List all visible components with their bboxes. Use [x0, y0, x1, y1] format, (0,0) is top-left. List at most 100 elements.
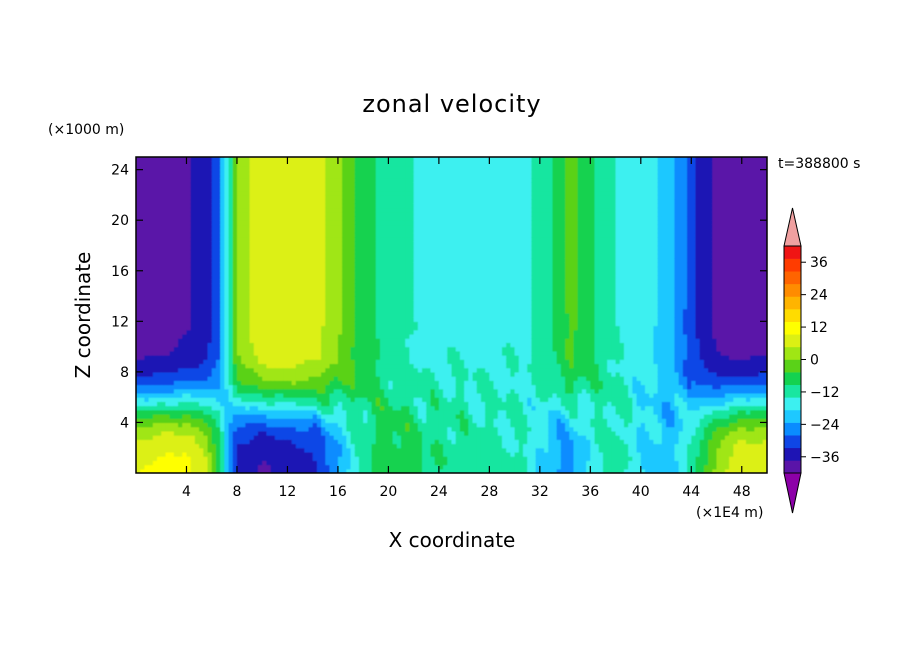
- heatmap-cell: [169, 392, 175, 398]
- heatmap-cell: [249, 418, 255, 424]
- heatmap-cell: [300, 405, 305, 411]
- heatmap-cell: [287, 312, 293, 318]
- heatmap-cell: [257, 224, 263, 230]
- heatmap-cell: [152, 430, 158, 436]
- heatmap-cell: [199, 342, 204, 348]
- heatmap-cell: [346, 203, 352, 209]
- heatmap-cell: [169, 435, 175, 440]
- heatmap-cell: [346, 439, 352, 445]
- heatmap-cell: [312, 194, 318, 200]
- heatmap-cell: [211, 451, 217, 457]
- heatmap-cell: [312, 426, 318, 432]
- heatmap-cell: [245, 224, 251, 230]
- heatmap-cell: [363, 173, 368, 179]
- heatmap-cell: [165, 270, 171, 276]
- heatmap-cell: [194, 220, 200, 226]
- heatmap-cell: [321, 186, 326, 192]
- heatmap-cell: [245, 258, 251, 263]
- heatmap-cell: [401, 435, 406, 440]
- heatmap-cell: [291, 426, 297, 432]
- heatmap-cell: [249, 228, 255, 234]
- heatmap-cell: [304, 426, 310, 432]
- heatmap-cell: [140, 439, 146, 445]
- heatmap-cell: [228, 300, 234, 306]
- heatmap-cell: [363, 194, 368, 200]
- heatmap-cell: [257, 401, 263, 407]
- heatmap-cell: [308, 157, 314, 162]
- heatmap-cell: [257, 392, 263, 398]
- heatmap-cell: [346, 388, 352, 394]
- heatmap-cell: [321, 300, 326, 306]
- heatmap-cell: [384, 329, 389, 335]
- heatmap-cell: [173, 405, 179, 411]
- heatmap-cell: [257, 274, 263, 280]
- heatmap-cell: [405, 435, 411, 440]
- heatmap-cell: [279, 194, 284, 200]
- heatmap-cell: [274, 447, 280, 453]
- heatmap-cell: [405, 384, 411, 390]
- heatmap-cell: [253, 165, 259, 171]
- heatmap-cell: [186, 169, 192, 175]
- heatmap-cell: [182, 355, 188, 360]
- heatmap-cell: [224, 194, 230, 200]
- heatmap-cell: [152, 287, 158, 293]
- heatmap-cell: [144, 186, 150, 192]
- heatmap-cell: [249, 186, 255, 192]
- heatmap-cell: [379, 157, 385, 162]
- heatmap-cell: [295, 237, 301, 242]
- heatmap-cell: [262, 203, 268, 209]
- heatmap-cell: [144, 182, 150, 188]
- heatmap-cell: [405, 161, 411, 167]
- heatmap-cell: [186, 300, 192, 306]
- heatmap-cell: [346, 414, 352, 419]
- heatmap-cell: [152, 215, 158, 221]
- heatmap-cell: [329, 228, 335, 234]
- heatmap-cell: [283, 414, 289, 419]
- heatmap-cell: [337, 401, 343, 407]
- heatmap-cell: [245, 371, 251, 377]
- heatmap-cell: [325, 460, 331, 466]
- heatmap-cell: [279, 363, 284, 369]
- heatmap-cell: [367, 329, 373, 335]
- heatmap-cell: [367, 367, 373, 373]
- heatmap-cell: [401, 325, 406, 331]
- heatmap-cell: [136, 456, 141, 461]
- heatmap-cell: [165, 409, 171, 415]
- heatmap-cell: [173, 456, 179, 461]
- heatmap-cell: [384, 262, 389, 268]
- heatmap-cell: [312, 460, 318, 466]
- heatmap-cell: [165, 241, 171, 247]
- heatmap-cell: [342, 439, 347, 445]
- heatmap-cell: [257, 342, 263, 348]
- heatmap-cell: [144, 363, 150, 369]
- heatmap-cell: [161, 157, 167, 162]
- heatmap-cell: [257, 321, 263, 327]
- heatmap-cell: [169, 439, 175, 445]
- heatmap-cell: [287, 380, 293, 386]
- heatmap-cell: [371, 329, 377, 335]
- heatmap-cell: [350, 287, 356, 293]
- heatmap-cell: [241, 241, 246, 247]
- heatmap-cell: [232, 312, 238, 318]
- heatmap-cell: [358, 443, 364, 449]
- heatmap-cell: [279, 422, 284, 428]
- heatmap-cell: [384, 291, 389, 297]
- heatmap-cell: [215, 253, 221, 259]
- heatmap-cell: [186, 392, 192, 398]
- heatmap-cell: [266, 199, 272, 204]
- heatmap-cell: [287, 304, 293, 310]
- heatmap-cell: [224, 451, 230, 457]
- heatmap-cell: [161, 388, 167, 394]
- heatmap-cell: [186, 380, 192, 386]
- heatmap-cell: [262, 266, 268, 272]
- heatmap-cell: [224, 443, 230, 449]
- heatmap-cell: [392, 367, 398, 373]
- heatmap-cell: [140, 211, 146, 217]
- heatmap-cell: [300, 287, 305, 293]
- heatmap-cell: [253, 245, 259, 251]
- heatmap-cell: [136, 426, 141, 432]
- heatmap-cell: [148, 405, 154, 411]
- heatmap-cell: [236, 329, 242, 335]
- heatmap-cell: [236, 283, 242, 289]
- heatmap-cell: [312, 312, 318, 318]
